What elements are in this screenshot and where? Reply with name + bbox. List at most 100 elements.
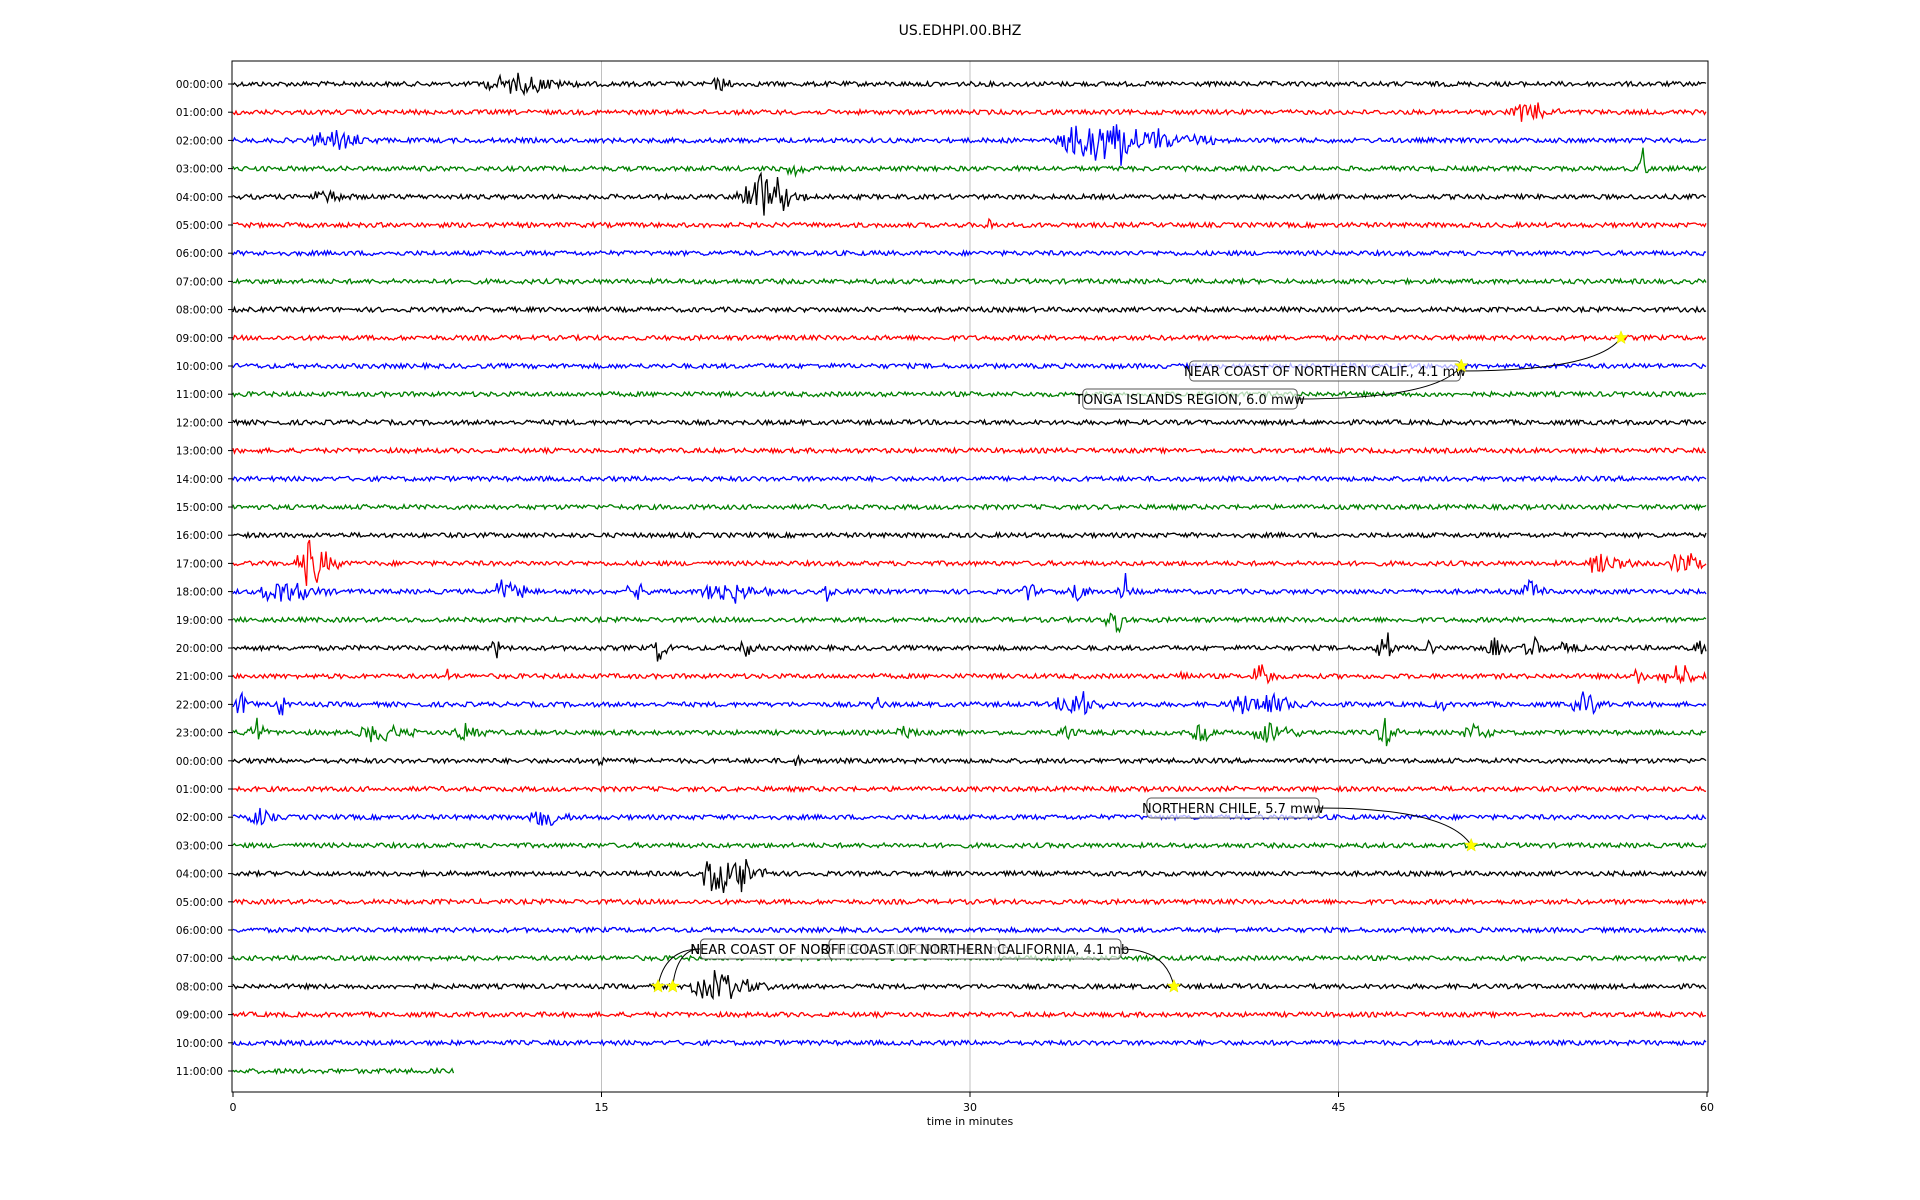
event-star-marker [650,978,666,993]
seismic-trace-26 [232,807,1707,827]
row-time-label: 21:00:00 [176,671,223,683]
seismic-trace-21 [232,664,1707,685]
row-time-label: 10:00:00 [176,1038,223,1050]
x-tick-label: 45 [1332,1101,1346,1114]
event-label-box [1146,797,1320,819]
row-time-label: 01:00:00 [176,107,223,119]
seismic-trace-1 [232,102,1707,122]
seismic-trace-20 [232,632,1707,662]
seismic-trace-11 [232,389,1707,399]
event-label: TONGA ISLANDS REGION, 6.0 mww [1074,393,1305,408]
event-connector [1297,365,1462,400]
seismic-trace-34 [232,1038,1707,1048]
plot-frame [231,60,1709,1093]
grid-lines [601,61,1339,1092]
seismic-trace-6 [232,248,1707,258]
row-time-label: 05:00:00 [176,897,223,909]
row-time-label: 09:00:00 [176,1010,223,1022]
seismic-trace-33 [232,1010,1707,1020]
x-axis-ticks: 0 15 30 45 60 [230,1092,1714,1114]
event-star-marker [1166,978,1182,993]
seismic-trace-17 [232,539,1707,586]
chart-title: US.EDHPI.00.BHZ [899,23,1022,39]
x-tick-label: 15 [595,1101,609,1114]
row-time-label: 12:00:00 [176,417,223,429]
seismic-trace-35 [232,1066,455,1076]
row-time-label: 10:00:00 [176,361,223,373]
row-time-label: 16:00:00 [176,530,223,542]
seismic-trace-0 [232,72,1707,97]
row-time-label: 02:00:00 [176,135,223,147]
row-time-label: 11:00:00 [176,389,223,401]
row-time-label: 06:00:00 [176,248,223,260]
seismic-trace-18 [232,572,1707,604]
row-time-label: 18:00:00 [176,587,223,599]
row-time-label: 14:00:00 [176,474,223,486]
row-time-label: 04:00:00 [176,192,223,204]
seismic-trace-24 [232,753,1707,767]
seismic-trace-23 [232,717,1707,747]
event-label-box [1082,388,1298,410]
event-label-box [1189,360,1461,382]
event-connector [1319,807,1472,846]
event-star-marker [1454,358,1469,373]
row-time-label: 08:00:00 [176,305,223,317]
row-time-label: 04:00:00 [176,869,223,881]
seismic-trace-12 [232,418,1707,427]
row-time-label: 22:00:00 [176,699,223,711]
row-time-label: 13:00:00 [176,446,223,458]
seismic-trace-22 [232,690,1707,716]
row-time-labels: 00:00:00 01:00:00 02:00:00 03:00:00 04:00:00… [176,79,233,1078]
row-time-label: 23:00:00 [176,728,223,740]
x-tick-label: 30 [963,1101,977,1114]
seismic-trace-27 [232,841,1707,850]
row-time-label: 19:00:00 [176,615,223,627]
event-label-box [828,938,1122,960]
row-time-label: 11:00:00 [176,1066,223,1078]
seismic-trace-9 [232,333,1707,343]
event-label: NORTHERN CHILE, 5.7 mww [1142,802,1324,817]
row-time-label: 01:00:00 [176,784,223,796]
x-tick-label: 0 [230,1101,237,1114]
row-time-label: 17:00:00 [176,558,223,570]
seismic-trace-15 [232,502,1707,512]
row-time-label: 06:00:00 [176,925,223,937]
row-time-label: 07:00:00 [176,276,223,288]
row-time-label: 03:00:00 [176,840,223,852]
seismic-trace-3 [232,147,1707,178]
event-label: NEAR COAST OF NORTHERN CALIF., 4.1 mw [1184,365,1466,380]
event-star-marker [1463,837,1479,852]
row-time-label: 00:00:00 [176,79,223,91]
seismic-trace-2 [232,124,1707,166]
event-star-marker [665,978,681,993]
row-time-label: 03:00:00 [176,164,223,176]
event-connector [1120,948,1175,987]
row-time-label: 02:00:00 [176,812,223,824]
row-time-label: 08:00:00 [176,981,223,993]
row-time-label: 05:00:00 [176,220,223,232]
seismic-trace-16 [232,531,1707,540]
x-tick-label: 60 [1700,1101,1714,1114]
seismic-trace-5 [233,217,1707,231]
row-time-label: 00:00:00 [176,756,223,768]
seismic-trace-8 [232,305,1707,314]
seismic-trace-10 [232,361,1707,371]
seismic-trace-32 [232,969,1707,1001]
seismic-trace-7 [232,277,1707,286]
seismic-trace-4 [232,171,1707,216]
seismic-trace-14 [232,474,1707,484]
seismic-trace-19 [232,612,1707,634]
event-label: OFF COAST OF NORTHERN CALIFORNIA, 4.1 mb [821,943,1130,958]
event-star-marker [1613,330,1629,345]
event-connector [1460,337,1622,372]
row-time-label: 15:00:00 [176,502,223,514]
seismic-trace-25 [232,784,1707,794]
seismic-trace-30 [232,925,1707,935]
seismic-trace-29 [232,897,1707,907]
seismic-trace-13 [232,446,1707,456]
x-axis-label: time in minutes [927,1115,1014,1128]
row-time-label: 07:00:00 [176,953,223,965]
seismic-traces [232,72,1707,1076]
row-time-label: 09:00:00 [176,333,223,345]
